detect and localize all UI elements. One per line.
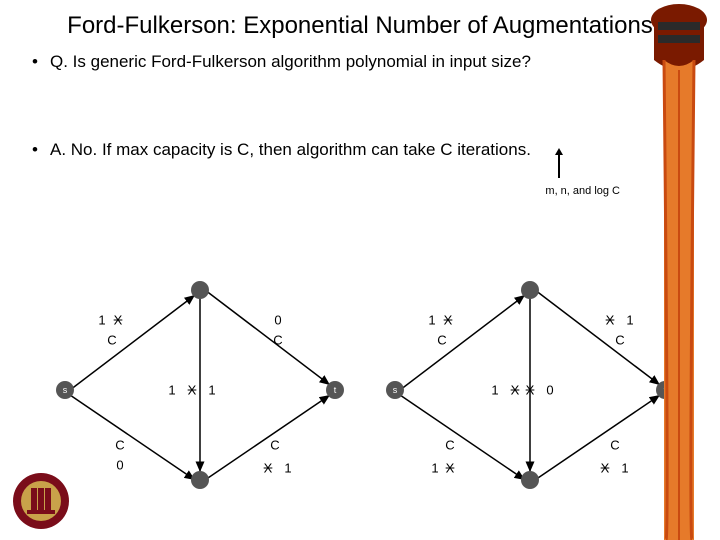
graph-left: s t 1 X C 0 C 1 X 1 C 0 C X 1	[40, 280, 360, 500]
l-ud-val: 1	[208, 383, 215, 398]
l-ud-pre: 1	[168, 383, 175, 398]
r-sd-strike: X	[446, 461, 455, 476]
l-su-pre: 1	[98, 313, 105, 328]
node-t: t	[326, 381, 344, 399]
complexity-note: m, n, and log C	[545, 185, 620, 197]
university-seal	[12, 472, 70, 530]
r-ud-val: 0	[546, 383, 553, 398]
l-sd-val: 0	[116, 458, 123, 473]
node-s: s	[56, 381, 74, 399]
r-ut-cap: C	[615, 333, 624, 348]
r-dt-strike: X	[601, 461, 610, 476]
r-su-pre: 1	[428, 313, 435, 328]
crayon-decoration	[644, 0, 714, 540]
r-dt-val: 1	[621, 461, 628, 476]
graphs-area: s t 1 X C 0 C 1 X 1 C 0 C X 1 s t 1 X C	[0, 280, 720, 520]
l-su-strike: X	[114, 313, 123, 328]
r-sd-pre: 1	[431, 461, 438, 476]
r-ud-s2: X	[526, 383, 535, 398]
l-ud-strike: X	[188, 383, 197, 398]
graph-left-edges	[40, 280, 360, 500]
r-ud-s1: X	[511, 383, 520, 398]
l-ut-val: 0	[274, 313, 281, 328]
l-dt-val: 1	[284, 461, 291, 476]
slide-title: Ford-Fulkerson: Exponential Number of Au…	[0, 0, 720, 48]
node-u	[521, 281, 539, 299]
graph-right: s t 1 X C X 1 C 1 X X 0 C 1 X C X 1	[370, 280, 690, 500]
r-su-cap: C	[437, 333, 446, 348]
r-ud-pre: 1	[491, 383, 498, 398]
bullet-answer: A. No. If max capacity is C, then algori…	[0, 136, 720, 164]
r-su-strike: X	[444, 313, 453, 328]
l-dt-cap: C	[270, 438, 279, 453]
node-d	[521, 471, 539, 489]
l-dt-strike: X	[264, 461, 273, 476]
r-ut-strike: X	[606, 313, 615, 328]
bullet-question: Q. Is generic Ford-Fulkerson algorithm p…	[0, 48, 720, 76]
l-sd-cap: C	[115, 438, 124, 453]
r-sd-cap: C	[445, 438, 454, 453]
r-ut-val: 1	[626, 313, 633, 328]
l-su-cap: C	[107, 333, 116, 348]
node-d	[191, 471, 209, 489]
node-s: s	[386, 381, 404, 399]
r-dt-cap: C	[610, 438, 619, 453]
l-ut-cap: C	[273, 333, 282, 348]
node-u	[191, 281, 209, 299]
